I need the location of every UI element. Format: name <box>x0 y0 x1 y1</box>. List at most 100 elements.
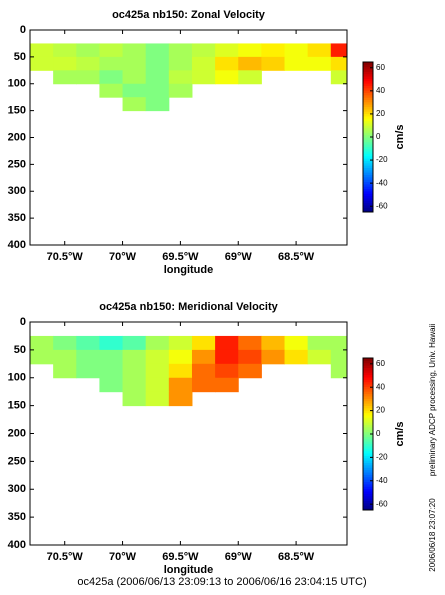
cell <box>122 56 147 71</box>
cell <box>168 70 193 85</box>
colorbar-swatch <box>363 481 373 485</box>
colorbar-swatch <box>363 172 373 175</box>
colorbar-swatch <box>363 386 373 390</box>
colorbar-tick-label: 20 <box>376 406 385 415</box>
colorbar-swatch <box>363 174 373 178</box>
colorbar-swatch <box>363 372 373 376</box>
cell <box>238 43 262 58</box>
colorbar-swatch <box>363 384 373 387</box>
colorbar-swatch <box>363 505 373 509</box>
cell <box>99 83 124 98</box>
cell <box>215 70 239 85</box>
y-tick-label: 200 <box>8 131 26 143</box>
y-tick-label: 200 <box>8 427 26 439</box>
colorbar-swatch <box>363 415 373 418</box>
cell <box>284 56 309 71</box>
cell <box>238 363 262 379</box>
x-tick-label: 70°W <box>109 251 137 263</box>
cell <box>53 349 77 365</box>
colorbar-swatch <box>363 129 373 133</box>
x-tick-label: 70.5°W <box>47 251 84 263</box>
colorbar-swatch <box>363 115 373 119</box>
colorbar-swatch <box>363 101 373 105</box>
colorbar-swatch <box>363 153 373 157</box>
colorbar-swatch <box>363 464 373 468</box>
cell <box>168 335 193 351</box>
cell <box>30 43 54 58</box>
cell <box>238 70 262 85</box>
colorbar-swatch <box>363 379 373 383</box>
cell <box>53 43 77 58</box>
cell <box>261 43 286 58</box>
colorbar-swatch <box>363 438 373 442</box>
cell <box>76 349 100 365</box>
colorbar-swatch <box>363 417 373 421</box>
colorbar-tick-label: -60 <box>376 201 388 210</box>
cell <box>284 43 309 58</box>
cell <box>76 43 100 58</box>
colorbar-swatch <box>363 443 373 447</box>
cell <box>215 335 239 351</box>
colorbar-swatch <box>363 448 373 452</box>
colorbar-tick-label: 40 <box>376 382 385 391</box>
cell <box>215 363 239 379</box>
x-tick-label: 68.5°W <box>278 251 315 263</box>
cell <box>261 349 286 365</box>
colorbar-swatch <box>363 158 373 161</box>
colorbar-swatch <box>363 118 373 122</box>
colorbar-swatch <box>363 422 373 425</box>
colorbar-label: cm/s <box>394 421 406 446</box>
cell <box>307 43 332 58</box>
cell <box>30 349 54 365</box>
colorbar-swatch <box>363 108 373 112</box>
cell <box>53 56 77 71</box>
colorbar-swatch <box>363 202 373 206</box>
colorbar-swatch <box>363 410 373 414</box>
colorbar-swatch <box>363 179 373 183</box>
y-tick-label: 350 <box>8 511 26 523</box>
cell <box>145 43 170 58</box>
colorbar-swatch <box>363 469 373 473</box>
cell <box>261 335 286 351</box>
colorbar-swatch <box>363 125 373 129</box>
cell <box>307 335 332 351</box>
colorbar-swatch <box>363 445 373 449</box>
colorbar-swatch <box>363 426 373 430</box>
colorbar-swatch <box>363 139 373 143</box>
y-tick-label: 250 <box>8 455 26 467</box>
colorbar-swatch <box>363 424 373 428</box>
colorbar-swatch <box>363 434 373 437</box>
colorbar-swatch <box>363 507 373 511</box>
cell <box>145 391 170 407</box>
colorbar-swatch <box>363 151 373 154</box>
colorbar-swatch <box>363 367 373 371</box>
colorbar-tick-label: -40 <box>376 178 388 187</box>
colorbar-swatch <box>363 488 373 492</box>
colorbar-swatch <box>363 381 373 385</box>
colorbar-swatch <box>363 450 373 454</box>
cell <box>53 70 77 85</box>
colorbar-swatch <box>363 360 373 364</box>
colorbar-swatch <box>363 62 373 65</box>
cell <box>284 335 309 351</box>
colorbar-swatch <box>363 474 373 478</box>
colorbar-swatch <box>363 436 373 440</box>
x-tick-label: 70°W <box>109 551 137 563</box>
colorbar-swatch <box>363 64 373 68</box>
y-tick-label: 0 <box>20 316 26 328</box>
cell <box>168 349 193 365</box>
colorbar-swatch <box>363 502 373 506</box>
colorbar-swatch <box>363 190 373 194</box>
colorbar-tick-label: 0 <box>376 429 381 438</box>
colorbar-swatch <box>363 111 373 115</box>
y-tick-label: 150 <box>8 400 26 412</box>
colorbar-swatch <box>363 457 373 461</box>
colorbar-swatch <box>363 132 373 136</box>
colorbar-swatch <box>363 204 373 208</box>
colorbar-swatch <box>363 358 373 361</box>
colorbar-swatch <box>363 362 373 366</box>
colorbar-swatch <box>363 441 373 444</box>
y-tick-label: 100 <box>8 78 26 90</box>
